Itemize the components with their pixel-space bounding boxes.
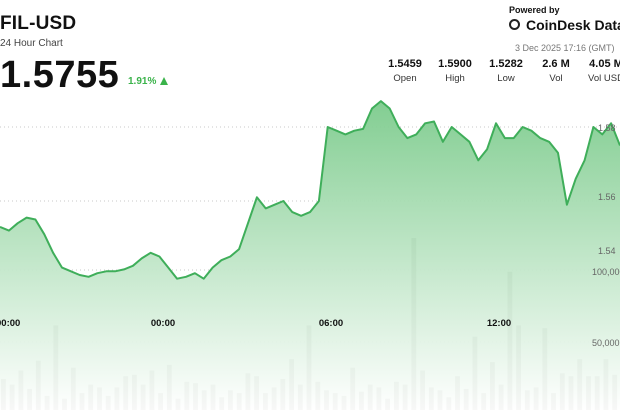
coindesk-logo-icon <box>509 19 520 30</box>
price-line <box>0 100 620 280</box>
y-tick-label: 1.58 <box>598 123 616 133</box>
stat-label: Low <box>497 73 515 84</box>
stat-value: 4.05 M <box>589 58 620 70</box>
x-tick-label: 00:00 <box>0 318 20 329</box>
stat-value: 1.5459 <box>388 58 422 70</box>
stat-high: 1.5900 High <box>425 58 485 84</box>
price-area <box>0 101 620 410</box>
stat-low: 1.5282 Low <box>476 58 536 84</box>
y-tick-label: 1.54 <box>598 246 616 256</box>
price-change: 1.91% <box>128 76 157 87</box>
stat-label: Open <box>393 73 417 84</box>
volume-tick-label: 50,000 <box>592 338 620 348</box>
stat-vol-usd: 4.05 M Vol USD <box>576 58 620 84</box>
pair-title: FIL-USD <box>0 13 77 34</box>
stat-open: 1.5459 Open <box>375 58 435 84</box>
current-price: 1.5755 <box>0 54 120 96</box>
volume-tick-label: 100,000 <box>592 267 620 277</box>
brand-name[interactable]: CoinDesk Data <box>526 17 620 33</box>
x-tick-label: 12:00 <box>487 318 511 329</box>
y-tick-label: 1.56 <box>598 192 616 202</box>
stat-value: 2.6 M <box>542 58 570 70</box>
stat-value: 1.5900 <box>438 58 472 70</box>
stat-label: Vol <box>549 73 563 84</box>
stat-label: High <box>445 73 465 84</box>
powered-by-label: Powered by <box>509 5 560 15</box>
stat-vol: 2.6 M Vol <box>526 58 586 84</box>
x-tick-label: 06:00 <box>319 318 343 329</box>
x-tick-label: 00:00 <box>151 318 175 329</box>
chart-timestamp: 3 Dec 2025 17:16 (GMT) <box>515 43 615 53</box>
stat-label: Vol USD <box>588 73 620 84</box>
chart-subtitle: 24 Hour Chart <box>0 38 63 49</box>
up-arrow-icon <box>160 77 168 85</box>
stat-value: 1.5282 <box>489 58 523 70</box>
